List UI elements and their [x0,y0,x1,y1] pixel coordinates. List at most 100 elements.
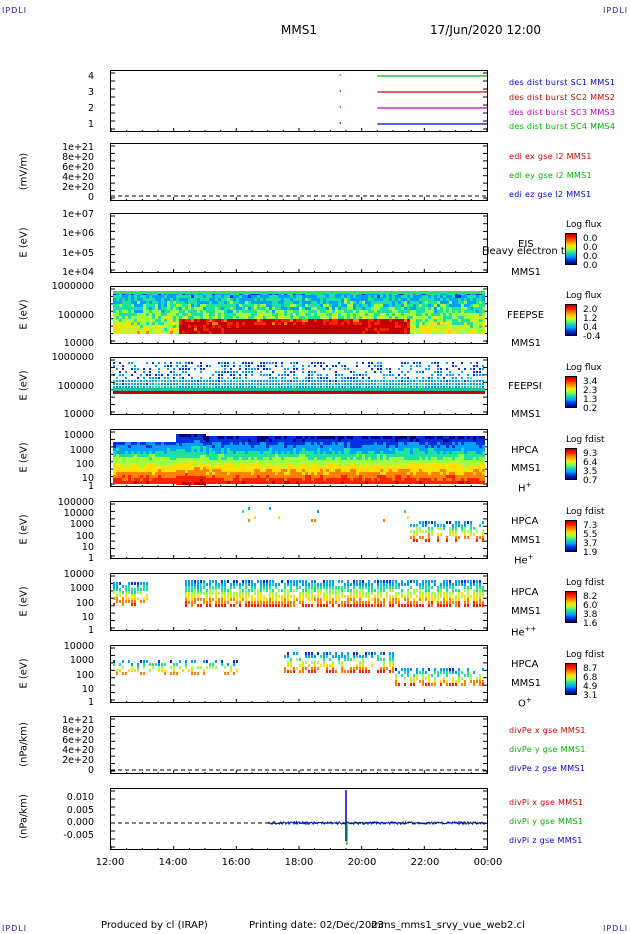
feeps-i-cell [242,362,244,364]
hpca-h-cell [269,460,272,463]
feeps-e-cell [269,295,272,298]
feeps-e-cell [287,298,290,301]
hpca-h-cell [335,445,338,448]
feeps-e-cell [449,325,452,328]
hpca-h-cell [113,442,116,445]
feeps-i-cell [476,371,478,373]
hpca-h-cell [392,469,395,472]
hpca-h-cell [299,469,302,472]
hpca-h-cell [359,457,362,460]
hpca-h-cell [353,439,356,442]
feeps-e-cell [209,319,212,322]
hpca-h-cell [245,442,248,445]
hpca-h-cell [146,445,149,448]
hpca-h-cell [410,475,413,478]
feeps-i-cell [347,368,349,370]
hpca-h-cell [356,478,359,481]
feeps-e-cell [170,310,173,313]
hpca-h-cell [242,472,245,475]
hpca-h-cell [299,466,302,469]
feeps-e-cell [377,328,380,331]
feeps-e-cell [431,319,434,322]
feeps-e-cell [362,325,365,328]
feeps-i-cell [404,377,406,379]
colorbar-feeps-e [565,304,577,336]
hpca-h-cell [278,442,281,445]
feeps-e-cell [449,310,452,313]
feeps-e-cell [476,313,479,316]
feeps-i-cell [287,368,289,370]
feeps-e-cell [365,316,368,319]
feeps-e-cell [203,325,206,328]
hpca-h-cell [218,445,221,448]
feeps-e-cell [290,325,293,328]
feeps-e-cell [209,313,212,316]
feeps-i-cell [401,380,403,382]
feeps-i-cell [287,386,289,388]
feeps-e-cell [434,304,437,307]
feeps-e-cell [434,316,437,319]
feeps-e-cell [479,313,482,316]
feeps-i-cell [323,377,325,379]
hpca-h-cell [452,436,455,439]
hpca-h-cell [443,460,446,463]
feeps-e-cell [278,325,281,328]
feeps-e-cell [320,331,323,334]
feeps-e-cell [368,319,371,322]
hpca-h-cell [122,448,125,451]
hpca-h-cell [209,478,212,481]
hpca-h-cell [254,463,257,466]
hpca-h-cell [146,460,149,463]
feeps-i-cell [122,380,124,382]
feeps-i-cell [470,383,472,385]
hpca-h-cell [392,463,395,466]
hpca-h-cell [161,457,164,460]
feeps-e-cell [215,307,218,310]
feeps-e-cell [413,325,416,328]
feeps-e-cell [401,304,404,307]
feeps-i-cell [227,377,229,379]
hpca-h-cell [356,436,359,439]
feeps-e-cell [404,295,407,298]
feeps-e-cell [398,316,401,319]
hpca-h-cell [380,472,383,475]
hpca-h-cell [413,478,416,481]
hpca-h-cell [308,457,311,460]
feeps-e-cell [428,304,431,307]
feeps-i-cell [134,371,136,373]
feeps-e-cell [197,316,200,319]
feeps-e-cell [314,295,317,298]
hpca-h-cell [317,469,320,472]
feeps-e-cell [371,307,374,310]
hpca-h-cell [170,481,173,484]
feeps-e-cell [362,307,365,310]
hpca-h-cell [137,454,140,457]
hpca-h-cell [314,463,317,466]
hpca-h-cell [221,463,224,466]
hpca-h-cell [167,445,170,448]
hpca-h-cell [221,451,224,454]
feeps-e-cell [416,304,419,307]
hpca-h-cell [182,443,185,446]
feeps-i-cell [398,380,400,382]
feeps-i-cell [293,380,295,382]
feeps-i-cell [335,374,337,376]
feeps-e-cell [143,313,146,316]
hpca-h-cell [263,478,266,481]
feeps-e-cell [344,328,347,331]
hpca-h-cell [419,448,422,451]
feeps-e-cell [113,298,116,301]
hpca-h-cell [203,443,206,446]
hpca-h-cell [404,460,407,463]
hpca-h-cell [215,457,218,460]
feeps-e-cell [269,307,272,310]
feeps-e-cell [344,322,347,325]
hpca-h-cell [377,451,380,454]
hpca-h-cell [446,475,449,478]
feeps-e-cell [140,316,143,319]
hpca-h-cell [179,455,182,458]
feeps-e-cell [245,319,248,322]
feeps-e-cell [122,304,125,307]
feeps-i-cell [338,386,340,388]
hpca-h-cell [173,481,176,484]
